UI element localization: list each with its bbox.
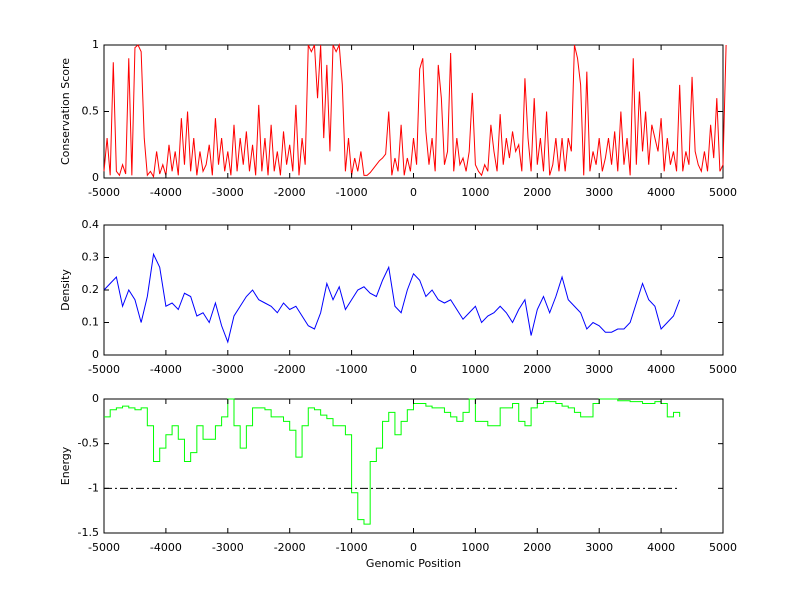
- x-tick-label: 2000: [523, 541, 551, 554]
- x-tick-label: -1000: [336, 541, 368, 554]
- x-tick-label: -2000: [274, 186, 306, 199]
- y-tick-label: -0.5: [78, 437, 99, 450]
- subplot-1: -5000 -4000 -3000 -2000 -1000 0 1000 2000 3000 40…: [59, 38, 737, 199]
- x-tick-label: -3000: [212, 186, 244, 199]
- x-tick-label: 3000: [585, 363, 613, 376]
- x-tick-label: -1000: [336, 363, 368, 376]
- subplot-2: -5000 -4000 -3000 -2000 -1000 0 1000 2000 3000 40…: [59, 218, 737, 376]
- axes-box: [103, 398, 724, 534]
- x-tick-label: -3000: [212, 363, 244, 376]
- y-tick-label: -1.5: [78, 526, 99, 539]
- x-tick-label: 0: [410, 186, 417, 199]
- x-tick-label: 5000: [709, 363, 737, 376]
- x-tick-label: 1000: [461, 186, 489, 199]
- y-tick-label: 0.3: [82, 251, 100, 264]
- x-tick-label: 4000: [647, 541, 675, 554]
- x-tick-label: -4000: [150, 186, 182, 199]
- x-tick-label: 3000: [585, 541, 613, 554]
- y-axis-label: Conservation Score: [59, 58, 72, 165]
- x-tick-label: 4000: [647, 186, 675, 199]
- x-tick-label: -5000: [88, 186, 120, 199]
- x-tick-label: 1000: [461, 363, 489, 376]
- y-axis-label: Density: [59, 269, 72, 311]
- y-tick-label: 0: [92, 171, 99, 184]
- y-tick-label: -1: [88, 481, 99, 494]
- series-line: [104, 398, 681, 525]
- x-tick-label: -4000: [150, 541, 182, 554]
- x-tick-label: 4000: [647, 363, 675, 376]
- y-tick-label: 1: [92, 38, 99, 51]
- x-tick-label: 5000: [709, 541, 737, 554]
- axes-box: [103, 224, 724, 356]
- series-line: [103, 252, 681, 344]
- x-tick-label: -2000: [274, 363, 306, 376]
- y-tick-label: 0: [92, 392, 99, 405]
- x-tick-label: 3000: [585, 186, 613, 199]
- x-tick-label: 1000: [461, 541, 489, 554]
- x-tick-label: -4000: [150, 363, 182, 376]
- subplot-3: -5000 -4000 -3000 -2000 -1000 0 1000 2000 3000 40…: [59, 392, 737, 570]
- y-tick-label: 0: [92, 348, 99, 361]
- x-tick-label: 2000: [523, 363, 551, 376]
- y-tick-label: 0.4: [82, 218, 100, 231]
- y-tick-label: 0.2: [82, 283, 100, 296]
- x-tick-label: 0: [410, 363, 417, 376]
- y-tick-label: 0.5: [82, 105, 100, 118]
- x-tick-label: -2000: [274, 541, 306, 554]
- series-line: [103, 43, 727, 179]
- x-tick-label: -1000: [336, 186, 368, 199]
- x-tick-label: 2000: [523, 186, 551, 199]
- y-tick-label: 0.1: [82, 316, 100, 329]
- x-tick-label: -5000: [88, 363, 120, 376]
- x-axis-label: Genomic Position: [366, 557, 461, 570]
- x-tick-label: 5000: [709, 186, 737, 199]
- x-tick-label: 0: [410, 541, 417, 554]
- y-axis-label: Energy: [59, 446, 72, 485]
- x-tick-label: -3000: [212, 541, 244, 554]
- x-tick-label: -5000: [88, 541, 120, 554]
